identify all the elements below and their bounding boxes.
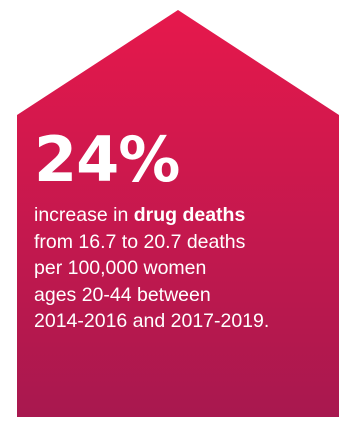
stat-description: increase in drug deaths from 16.7 to 20.… <box>34 202 339 335</box>
stat-value: 24% <box>34 128 339 192</box>
description-line-5: 2014-2016 and 2017-2019. <box>34 310 269 332</box>
infographic-content: 24% increase in drug deaths from 16.7 to… <box>34 128 339 335</box>
description-line-2: from 16.7 to 20.7 deaths <box>34 231 245 253</box>
description-line-4: ages 20-44 between <box>34 284 211 306</box>
description-highlight: drug deaths <box>134 204 246 226</box>
description-prefix: increase in <box>34 204 134 226</box>
description-line-3: per 100,000 women <box>34 257 206 279</box>
